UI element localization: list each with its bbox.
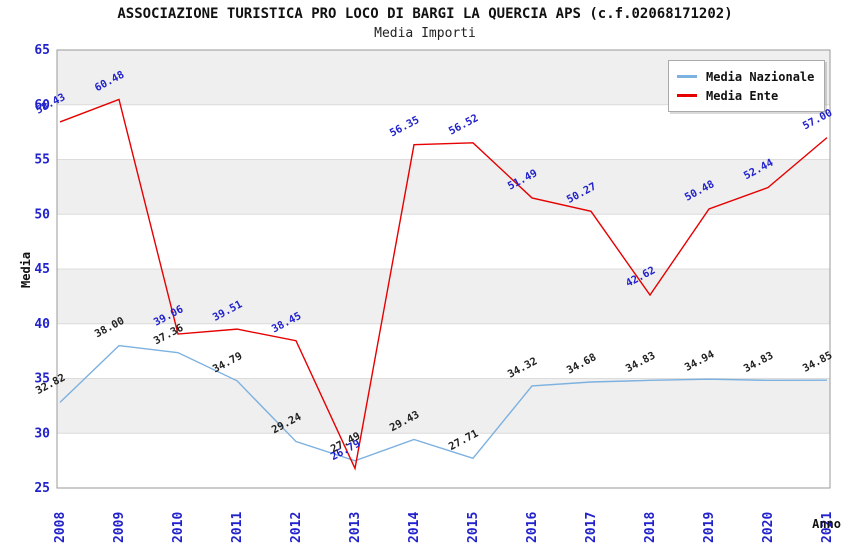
x-tick-label: 2018 — [643, 512, 658, 543]
x-tick-label: 2010 — [171, 512, 186, 543]
y-tick-label: 25 — [34, 481, 50, 496]
legend-label: Media Ente — [706, 88, 779, 103]
x-tick-label: 2016 — [525, 512, 540, 543]
legend-item-media-ente: Media Ente — [677, 86, 814, 105]
series-line-media-nazionale — [59, 344, 828, 462]
x-tick-label: 2015 — [466, 512, 481, 543]
x-tick-label: 2017 — [584, 512, 599, 543]
plot-band — [57, 214, 830, 269]
x-tick-label: 2019 — [702, 512, 717, 543]
y-tick-label: 50 — [34, 207, 50, 222]
x-tick-label: 2009 — [112, 512, 127, 543]
y-tick-label: 30 — [34, 426, 50, 441]
x-tick-label: 2011 — [230, 512, 245, 543]
plot-band — [57, 433, 830, 488]
x-tick-label: 2021 — [820, 512, 835, 543]
legend: Media Nazionale Media Ente — [668, 60, 826, 112]
legend-label: Media Nazionale — [706, 69, 815, 84]
plot-band — [57, 104, 830, 160]
x-tick-label: 2008 — [53, 512, 68, 543]
x-tick-label: 2013 — [348, 512, 363, 543]
series-line-media-ente — [59, 98, 828, 471]
legend-item-media-nazionale: Media Nazionale — [677, 67, 814, 86]
x-tick-label: 2020 — [761, 512, 776, 543]
x-axis-label: Anno — [812, 517, 841, 531]
y-tick-label: 40 — [34, 317, 50, 332]
x-tick-label: 2014 — [407, 512, 422, 543]
plot-band — [57, 269, 830, 324]
y-axis-label: Media — [19, 252, 33, 288]
line-swatch-icon — [677, 94, 697, 97]
y-tick-label: 55 — [34, 153, 50, 168]
chart-subtitle: Media Importi — [374, 26, 476, 41]
plot-band — [57, 378, 830, 434]
x-tick-label: 2012 — [289, 512, 304, 543]
y-tick-label: 65 — [34, 43, 50, 58]
y-tick-label: 60 — [34, 98, 50, 113]
line-swatch-icon — [677, 75, 697, 78]
y-tick-label: 35 — [34, 372, 50, 387]
y-tick-label: 45 — [34, 262, 50, 277]
plot-border — [56, 49, 831, 489]
chart-title: ASSOCIAZIONE TURISTICA PRO LOCO DI BARGI… — [117, 6, 733, 22]
plot-band — [57, 159, 830, 215]
